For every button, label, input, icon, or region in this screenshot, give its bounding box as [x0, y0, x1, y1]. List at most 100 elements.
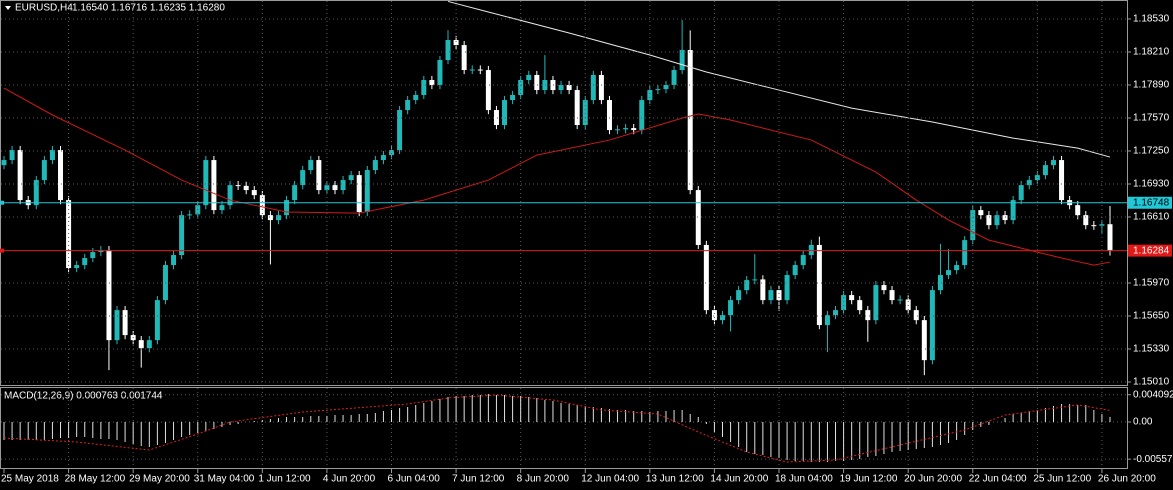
candle-body: [663, 84, 669, 90]
candle-body: [824, 315, 830, 326]
candle-body: [267, 215, 273, 221]
candle-body: [623, 128, 629, 130]
candle-body: [90, 252, 96, 259]
macd-frame: [0, 387, 1128, 469]
candle-body: [1010, 200, 1016, 221]
x-tick-label: 7 Jun 12:00: [452, 474, 505, 485]
candle-body: [800, 255, 806, 266]
candle-body: [179, 215, 185, 256]
candle-body: [808, 244, 814, 256]
candle-body: [744, 280, 750, 291]
candle-body: [421, 80, 427, 95]
candle-body: [946, 270, 952, 276]
candle-body: [873, 285, 879, 321]
candle-body: [703, 244, 709, 311]
candle-body: [74, 265, 80, 269]
y-tick-label: 1.17890: [1133, 80, 1170, 91]
candle-body: [445, 40, 451, 61]
x-tick-label: 13 Jun 12:00: [646, 474, 704, 485]
candle-body: [921, 320, 927, 361]
y-tick-label: 1.15650: [1133, 311, 1170, 322]
x-tick-label: 22 Jun 04:00: [969, 474, 1027, 485]
candle-body: [453, 40, 459, 46]
y-tick-label: 0.004092: [1133, 389, 1173, 400]
candle-body: [679, 50, 685, 71]
candle-body: [332, 185, 338, 191]
candle-body: [962, 240, 968, 266]
x-tick-label: 26 Jun 20:00: [1098, 474, 1156, 485]
candle-body: [574, 90, 580, 125]
candle-body: [356, 175, 362, 213]
price-label: 1.16748: [1133, 197, 1170, 208]
candle-body: [954, 265, 960, 271]
candle-body: [203, 160, 209, 206]
x-tick-label: 8 Jun 20:00: [517, 474, 570, 485]
candle-body: [590, 74, 596, 101]
price-label-box: [1128, 244, 1172, 257]
y-tick-label: 0.00: [1133, 417, 1153, 428]
candle-body: [929, 290, 935, 361]
candle-body: [752, 279, 758, 281]
candle-body: [736, 290, 742, 301]
candle-body: [340, 180, 346, 191]
candle-body: [187, 214, 193, 216]
candle-body: [566, 84, 572, 91]
y-tick-label: 1.17250: [1133, 146, 1170, 157]
candle-body: [889, 290, 895, 301]
x-tick-label: 18 Jun 04:00: [775, 474, 833, 485]
menu-arrow[interactable]: [5, 6, 11, 10]
main-frame: [0, 0, 1128, 386]
candle-body: [776, 290, 782, 301]
candle-body: [841, 295, 847, 311]
price-marker: [0, 200, 4, 205]
macd-title: MACD(12,26,9) 0.000763 0.001744: [4, 391, 163, 402]
candle-body: [219, 205, 225, 211]
candle-body: [1099, 224, 1105, 226]
candle-body: [1018, 185, 1024, 201]
candle-body: [792, 265, 798, 276]
candle-body: [784, 275, 790, 301]
moving-average: [447, 0, 1111, 158]
candle-body: [711, 310, 717, 321]
x-tick-label: 19 Jun 12:00: [840, 474, 898, 485]
candle-body: [316, 160, 322, 191]
candle-body: [106, 250, 112, 341]
candle-body: [534, 74, 540, 91]
candle-body: [978, 210, 984, 216]
x-tick-label: 6 Jun 04:00: [388, 474, 441, 485]
candle-body: [1026, 180, 1032, 186]
candle-body: [211, 160, 217, 211]
candle-body: [324, 185, 330, 191]
y-tick-label: 1.16610: [1133, 212, 1170, 223]
price-marker: [0, 248, 4, 253]
candle-body: [235, 185, 241, 187]
candle-body: [380, 155, 386, 161]
y-tick-label: 1.16930: [1133, 179, 1170, 190]
candle-body: [913, 310, 919, 321]
candle-body: [937, 275, 943, 291]
candle-body: [518, 80, 524, 95]
candle-body: [493, 110, 499, 125]
x-tick-label: 25 May 2018: [1, 474, 59, 485]
candle-body: [865, 310, 871, 321]
candle-body: [485, 70, 491, 111]
price-label-box: [1128, 196, 1172, 209]
candle-body: [631, 128, 637, 131]
candle-body: [284, 200, 290, 216]
candle-body: [1083, 215, 1089, 226]
candle-body: [308, 160, 314, 171]
price-label: 1.16284: [1133, 245, 1170, 256]
candle-body: [1091, 225, 1097, 227]
candle-body: [58, 150, 64, 201]
candle-body: [510, 94, 516, 101]
candle-body: [526, 74, 532, 81]
candle-body: [598, 74, 604, 101]
candle-body: [397, 110, 403, 151]
candle-body: [1107, 224, 1113, 252]
candle-body: [405, 100, 411, 111]
candle-body: [389, 150, 395, 156]
y-tick-label: 1.15010: [1133, 377, 1170, 388]
candle-body: [275, 215, 281, 221]
candle-body: [348, 175, 354, 181]
candle-body: [768, 290, 774, 301]
